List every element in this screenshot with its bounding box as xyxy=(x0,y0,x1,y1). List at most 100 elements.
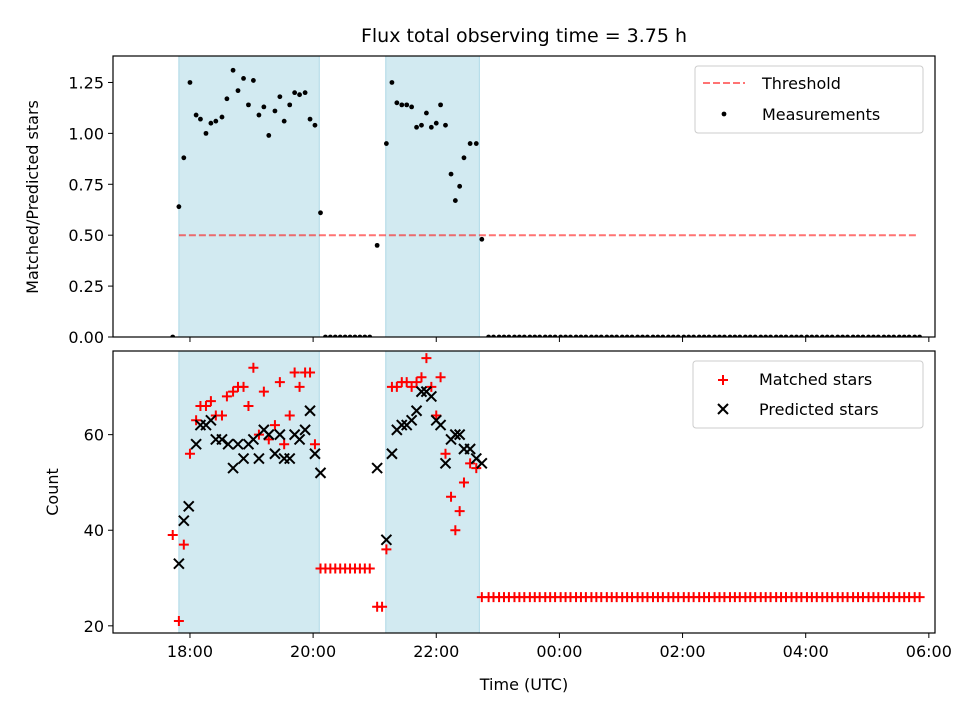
matched-star-point xyxy=(435,372,446,383)
bottom-shaded-interval-0 xyxy=(178,351,320,633)
measurement-point xyxy=(438,102,443,108)
matched-star-point xyxy=(178,539,189,550)
top-x-ticks xyxy=(189,337,930,342)
top-y-axis: 0.00 0.25 0.50 0.75 1.00 1.25 xyxy=(68,73,113,347)
predicted-star-point xyxy=(190,438,202,450)
top-y-tick-label: 1.25 xyxy=(68,73,104,92)
predicted-star-point xyxy=(232,438,244,450)
measurement-point xyxy=(452,198,458,203)
measurement-point xyxy=(261,104,267,110)
measurement-point xyxy=(414,124,419,130)
bottom-y-axis-label: Count xyxy=(43,468,62,516)
predicted-stars-legend-label: Predicted stars xyxy=(759,400,879,419)
x-tick-label: 06:00 xyxy=(906,642,952,661)
predicted-star-point xyxy=(380,534,393,546)
predicted-star-point xyxy=(178,514,190,527)
top-shaded-regions xyxy=(178,56,480,337)
matched-star-point xyxy=(471,463,482,474)
predicted-star-point xyxy=(247,433,260,446)
matched-stars-legend-swatch xyxy=(718,375,728,385)
matched-star-point xyxy=(377,601,388,612)
top-legend-box xyxy=(694,65,924,134)
matched-star-point xyxy=(305,367,316,378)
measurement-point xyxy=(409,104,415,110)
measurement-point xyxy=(404,102,410,108)
predicted-star-point xyxy=(284,452,296,465)
matched-star-point xyxy=(440,448,451,459)
bottom-y-tick-label: 60 xyxy=(84,426,104,445)
top-y-tick-label: 0.25 xyxy=(68,277,104,296)
matched-star-point xyxy=(421,353,432,364)
predicted-star-point xyxy=(227,462,239,474)
matched-star-point xyxy=(914,592,925,603)
matched-star-point xyxy=(458,477,469,488)
top-y-tick-label: 0.75 xyxy=(68,175,104,194)
top-y-tick-label: 0.50 xyxy=(68,226,104,245)
measurement-point xyxy=(219,114,225,120)
measurement-point xyxy=(428,124,434,130)
x-axis-label: Time (UTC) xyxy=(479,675,568,694)
matched-star-point xyxy=(263,434,274,445)
measurement-point xyxy=(473,141,479,146)
measurement-point xyxy=(256,112,262,118)
matched-star-point xyxy=(258,386,269,397)
matched-star-point xyxy=(411,377,422,388)
measurement-point xyxy=(467,141,473,146)
matched-star-point xyxy=(279,439,290,450)
bottom-y-tick-label: 40 xyxy=(84,521,104,540)
predicted-star-point xyxy=(386,448,398,460)
predicted-star-point xyxy=(314,467,327,479)
predicted-star-point xyxy=(415,385,428,398)
matched-star-point xyxy=(248,362,259,373)
top-shaded-interval-0 xyxy=(178,56,320,337)
measurement-point xyxy=(213,118,219,124)
matched-star-point xyxy=(465,458,476,469)
matched-star-point xyxy=(364,563,375,574)
predicted-star-point xyxy=(274,428,286,441)
predicted-star-point xyxy=(304,405,316,417)
top-legend: Threshold Measurements xyxy=(694,65,924,134)
matched-star-point xyxy=(216,410,227,421)
bottom-legend: Matched stars Predicted stars xyxy=(692,360,924,429)
matched-star-point xyxy=(391,381,402,392)
predicted-star-point xyxy=(263,428,275,441)
measurement-point xyxy=(399,102,405,108)
predicted-star-point xyxy=(253,452,265,465)
matched-stars-legend-label: Matched stars xyxy=(759,370,872,389)
measurement-point xyxy=(394,100,400,106)
measurement-point xyxy=(287,102,293,108)
matched-star-point xyxy=(309,439,320,450)
matched-star-point xyxy=(228,386,239,397)
x-tick-label: 22:00 xyxy=(413,642,459,661)
measurement-point xyxy=(374,242,380,248)
matched-star-point xyxy=(200,400,211,411)
measurement-point xyxy=(187,80,193,85)
matched-star-point xyxy=(243,400,254,411)
measurement-point xyxy=(297,92,302,98)
bottom-legend-box xyxy=(692,360,924,429)
matched-star-point xyxy=(173,616,184,627)
measurement-point xyxy=(448,171,454,177)
matched-star-point xyxy=(269,420,280,431)
matched-star-point xyxy=(454,506,465,517)
x-tick-label: 02:00 xyxy=(659,642,705,661)
measurements-legend-swatch xyxy=(721,111,727,117)
measurement-point xyxy=(235,88,241,94)
matched-star-point xyxy=(205,396,216,407)
measurement-point xyxy=(292,90,298,96)
matched-star-point xyxy=(167,530,178,541)
measurement-point xyxy=(424,110,429,116)
predicted-star-point xyxy=(476,457,488,470)
measurement-point xyxy=(181,155,187,161)
chart-title: Flux total observing time = 3.75 h xyxy=(361,25,687,47)
predicted-star-point xyxy=(173,557,185,570)
bottom-x-axis: 18:00 20:00 22:00 00:00 02:00 04:00 06:00 xyxy=(167,633,952,661)
matched-star-point xyxy=(294,381,305,392)
predicted-star-point xyxy=(299,424,311,436)
matched-star-point xyxy=(401,377,412,388)
measurement-point xyxy=(272,108,278,114)
measurement-point xyxy=(208,120,214,126)
measurement-point xyxy=(230,67,236,73)
matched-star-point xyxy=(446,491,457,502)
